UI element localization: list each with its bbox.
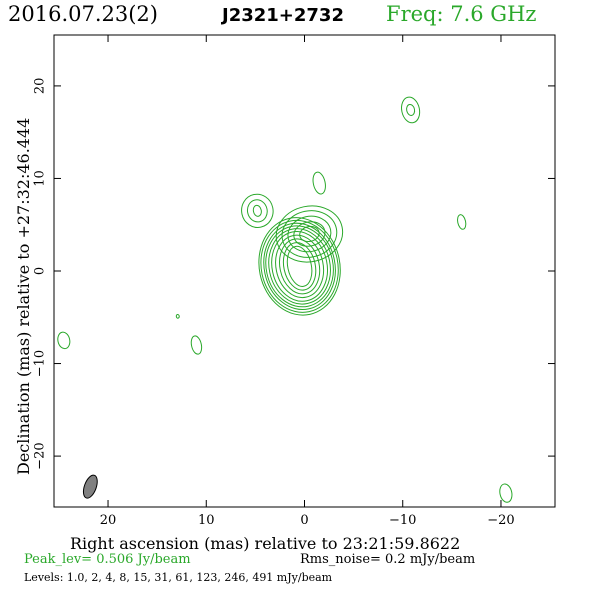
contour-line: [406, 103, 416, 116]
contour-line: [279, 238, 321, 295]
x-tick-label: 0: [300, 513, 308, 528]
contour-levels: Levels: 1.0, 2, 4, 8, 15, 31, 61, 123, 2…: [24, 571, 333, 584]
contour-line: [286, 245, 313, 287]
contour-line: [282, 242, 317, 291]
x-tick-label: −20: [487, 513, 514, 528]
contour-line: [268, 228, 331, 305]
y-tick-label: 0: [33, 267, 48, 275]
y-axis-label: Declination (mas) relative to +27:32:46.…: [14, 117, 33, 475]
axis-ticks: 20 10 0 −10 −20 20 10 0 −10 −20: [33, 35, 555, 528]
contour-line: [499, 483, 513, 503]
contour-line: [281, 210, 338, 258]
contour-group: [57, 96, 513, 503]
contour-line: [57, 331, 71, 350]
contour-line: [271, 231, 328, 302]
x-tick-label: 20: [100, 513, 117, 528]
peak-level: Peak_lev= 0.506 Jy/beam: [24, 552, 191, 567]
contour-line: [252, 204, 262, 217]
contour-line: [287, 215, 332, 253]
contour-line: [263, 222, 336, 311]
contour-line: [312, 171, 326, 195]
contour-line: [299, 225, 320, 243]
y-tick-label: 10: [33, 170, 48, 187]
rms-noise: Rms_noise= 0.2 mJy/beam: [300, 552, 476, 567]
y-tick-label: 20: [33, 78, 48, 95]
y-tick-label: −10: [33, 350, 48, 377]
contour-line: [246, 199, 268, 223]
beam-group: [82, 474, 98, 499]
contour-line: [190, 335, 203, 355]
source-name: J2321+2732: [222, 5, 344, 26]
contour-line: [293, 221, 326, 247]
x-axis-label: Right ascension (mas) relative to 23:21:…: [70, 534, 461, 553]
beam-ellipse: [82, 474, 98, 499]
contour-line: [275, 205, 344, 263]
y-tick-label: −20: [33, 442, 48, 469]
observation-date: 2016.07.23(2): [8, 2, 158, 26]
contour-line: [260, 219, 339, 313]
contour-line: [457, 214, 467, 230]
frequency-label: Freq: 7.6 GHz: [386, 2, 537, 26]
contour-line: [175, 314, 180, 319]
contour-line: [275, 234, 325, 299]
plot-frame: [53, 34, 556, 508]
contour-line: [241, 193, 274, 228]
x-tick-label: −10: [389, 513, 416, 528]
contour-line: [401, 96, 421, 124]
x-tick-label: 10: [198, 513, 215, 528]
contour-line: [258, 217, 341, 316]
